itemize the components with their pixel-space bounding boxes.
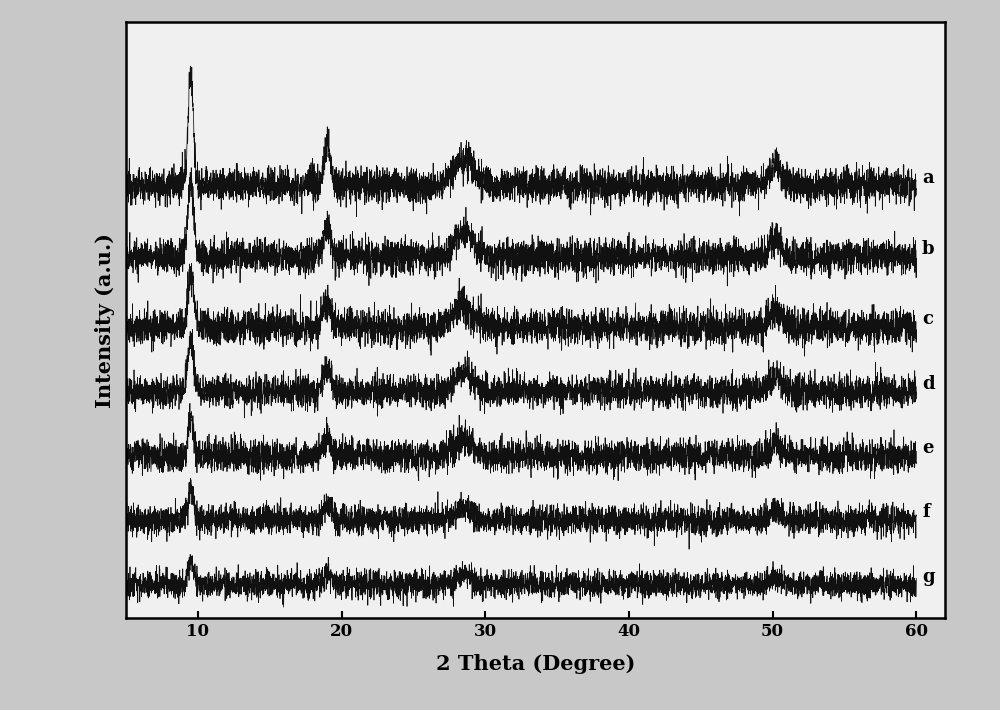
Text: a: a bbox=[922, 169, 934, 187]
Text: f: f bbox=[922, 503, 930, 521]
Text: d: d bbox=[922, 375, 935, 393]
Text: c: c bbox=[922, 310, 933, 329]
Text: b: b bbox=[922, 240, 935, 258]
Text: e: e bbox=[922, 439, 934, 457]
Text: g: g bbox=[922, 568, 935, 586]
X-axis label: 2 Theta (Degree): 2 Theta (Degree) bbox=[436, 654, 635, 674]
Y-axis label: Intensity (a.u.): Intensity (a.u.) bbox=[95, 232, 115, 408]
